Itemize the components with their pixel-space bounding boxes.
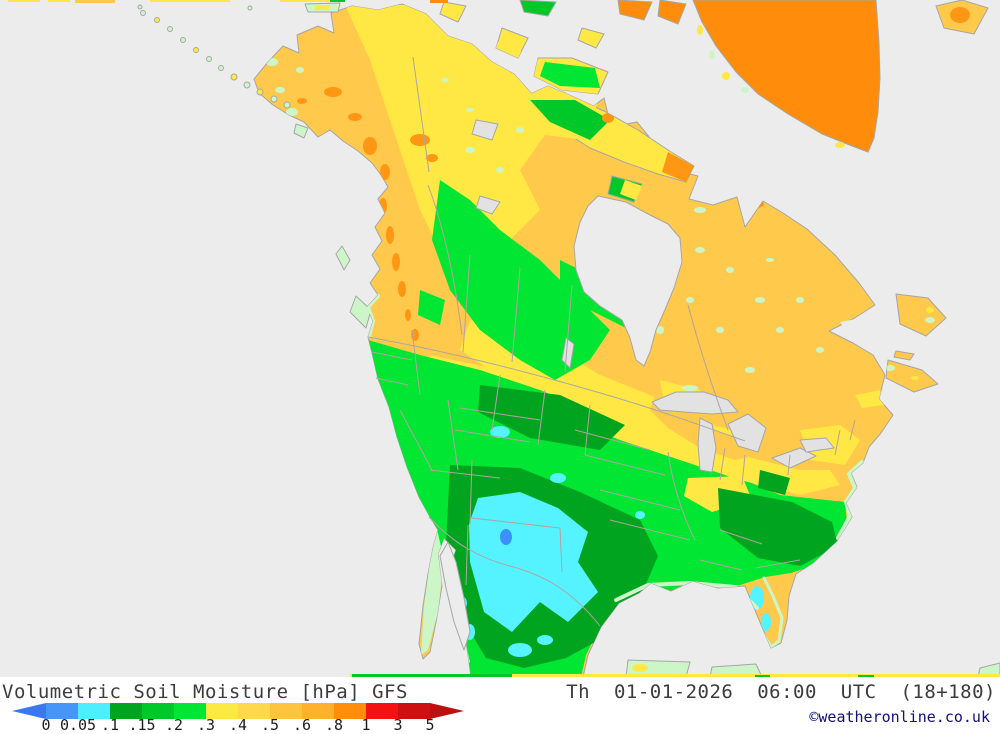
lake-ontario <box>799 437 835 453</box>
hudson-bay <box>573 195 683 367</box>
colorbar-label: .1 <box>100 716 120 734</box>
colorbar-label: .6 <box>292 716 312 734</box>
lake-huron <box>727 413 767 453</box>
prince-edward-island <box>893 350 915 361</box>
lake-michigan <box>697 417 717 473</box>
newfoundland <box>895 293 947 337</box>
colorbar-segment <box>46 703 78 719</box>
colorbar-segment <box>366 703 398 719</box>
colorbar-segment <box>78 703 110 719</box>
colorbar-labels: 0 0.05.1 .15 .2 .3 .4 .5 .6 .8 1 3 5 <box>12 716 482 734</box>
bottom-edge-data-strip <box>350 674 1000 677</box>
colorbar-segment <box>270 703 302 719</box>
colorbar-segment <box>174 703 206 719</box>
lake-winnipeg <box>561 337 575 369</box>
colorbar-label: 0 <box>41 716 51 734</box>
aleutian-islands <box>140 10 291 109</box>
arctic-island <box>617 0 653 21</box>
colorbar-segments <box>12 703 464 719</box>
colorbar-right-arrow <box>430 703 464 719</box>
colorbar-label: .8 <box>324 716 344 734</box>
arctic-island <box>439 1 467 23</box>
colorbar-label: 3 <box>393 716 403 734</box>
kodiak-island <box>293 123 309 139</box>
colorbar-label: 1 <box>361 716 371 734</box>
inland-water <box>439 119 906 651</box>
nova-scotia <box>885 359 939 393</box>
political-borders <box>367 56 856 627</box>
greenland-coast-details <box>697 25 845 148</box>
great-slave-lake <box>475 195 501 215</box>
colorbar-label: .15 <box>128 716 156 734</box>
greenland <box>692 0 881 153</box>
colorbar-label: 5 <box>425 716 435 734</box>
forecast-datetime: Th 01-01-2026 06:00 UTC (18+180) <box>566 681 996 703</box>
colorbar-left-arrow <box>12 703 46 719</box>
copyright-watermark: ©weatheronline.co.uk <box>809 708 990 726</box>
arctic-island <box>577 27 605 49</box>
lake-erie <box>771 447 817 469</box>
colorbar-label: 0.05 <box>59 716 97 734</box>
arctic-island <box>657 0 687 25</box>
great-bear-lake <box>471 119 499 141</box>
map-title: Volumetric Soil Moisture [hPa] GFS <box>2 681 408 703</box>
soil-moisture-map <box>0 0 1000 677</box>
colorbar-segment <box>334 703 366 719</box>
top-edge-data-strip <box>8 0 448 13</box>
colorbar-segment <box>238 703 270 719</box>
haida-gwaii <box>335 245 351 271</box>
colorbar-segment <box>110 703 142 719</box>
arctic-island <box>519 0 557 17</box>
gulf-of-st-lawrence <box>840 316 906 350</box>
gulf-of-california <box>439 541 471 651</box>
colorbar-segment <box>398 703 430 719</box>
colorbar-label: .3 <box>196 716 216 734</box>
colorbar-label: .4 <box>228 716 248 734</box>
cuba-sliver <box>709 663 763 677</box>
colorbar-segment <box>302 703 334 719</box>
blue-moisture-spot <box>500 529 512 545</box>
colorbar-label: .2 <box>164 716 184 734</box>
moisture-colorbar <box>12 703 464 719</box>
vancouver-island <box>349 295 372 329</box>
colorbar-label: .5 <box>260 716 280 734</box>
colorbar-segment <box>142 703 174 719</box>
colorbar-segment <box>206 703 238 719</box>
